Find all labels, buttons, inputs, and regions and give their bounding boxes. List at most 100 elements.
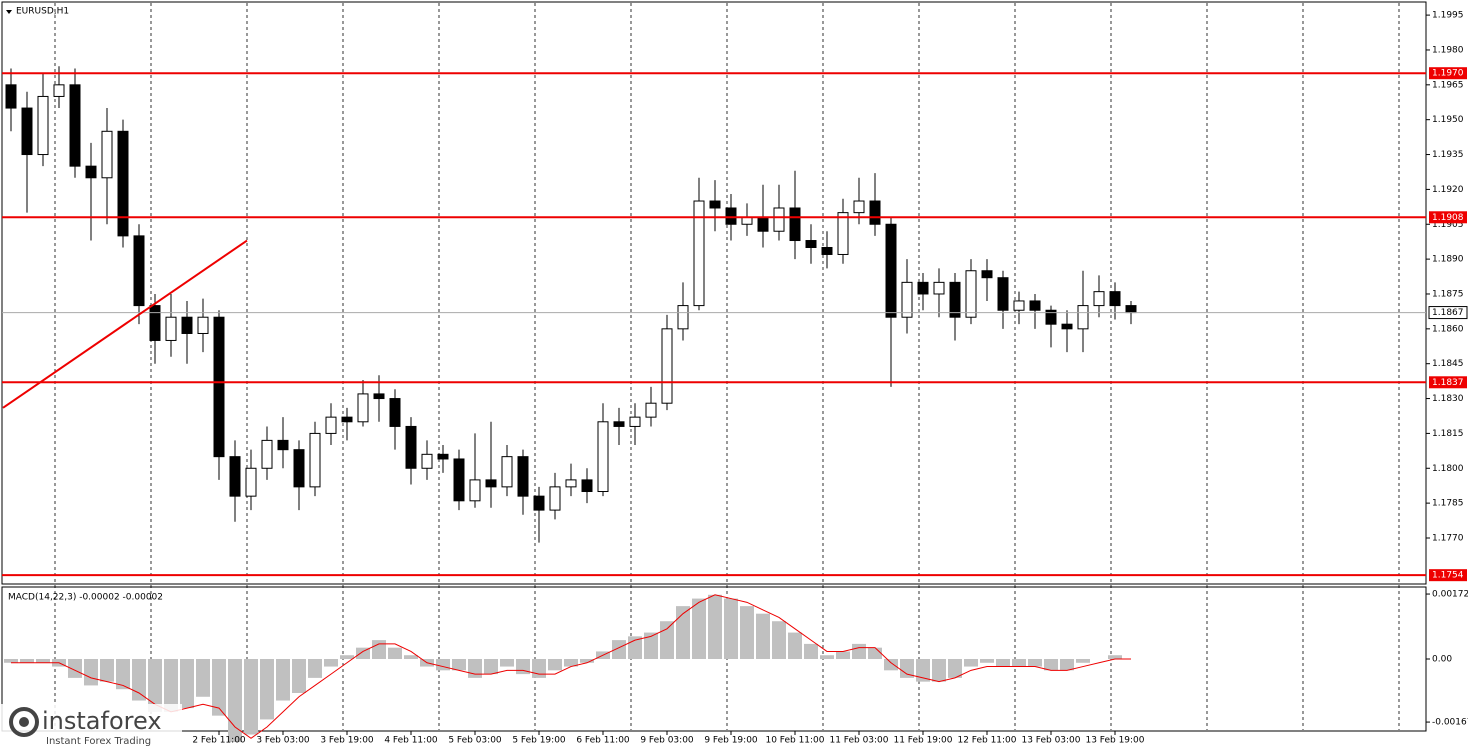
y-tick-label: 1.1800 <box>1432 464 1464 474</box>
candle-body <box>613 421 625 427</box>
macd-bar <box>36 659 50 663</box>
y-tick-label: 1.1860 <box>1432 324 1464 334</box>
chart-title: EURUSD,H1 <box>16 7 69 17</box>
current-price-box <box>1428 306 1468 320</box>
layers: 1.1995 1.1980 1.1965 1.1950 1.1935 1.1920 1.19… <box>2 3 1468 746</box>
candle-body <box>389 398 401 427</box>
macd-bar <box>308 659 322 678</box>
macd-bar <box>116 659 130 690</box>
macd-bar <box>532 659 546 678</box>
y-tick-label: 1.1845 <box>1432 359 1464 369</box>
macd-bar <box>436 659 450 671</box>
candle-body <box>837 212 849 255</box>
macd-bar <box>996 659 1010 667</box>
macd-bar <box>1044 659 1058 671</box>
candle-body <box>1093 291 1105 307</box>
candle-body <box>501 456 513 488</box>
macd-bar <box>324 659 338 667</box>
level-label: 1.1754 <box>1432 571 1464 581</box>
watermark-logo-core <box>19 717 29 727</box>
candle-body <box>309 432 321 488</box>
candle-body <box>181 316 193 334</box>
macd-bar <box>788 632 802 659</box>
macd-bar <box>1076 659 1090 663</box>
candle-body <box>1045 309 1057 325</box>
y-tick-label: 1.1950 <box>1432 115 1464 125</box>
macd-bar <box>196 659 210 697</box>
level-box <box>1429 211 1467 224</box>
macd-bar <box>820 655 834 659</box>
candle-body <box>565 479 577 488</box>
candle-body <box>725 207 737 225</box>
candle-body <box>405 425 417 469</box>
macd-bar <box>1012 659 1026 667</box>
level-box <box>1429 376 1467 389</box>
candle-body <box>933 281 945 295</box>
macd-bar <box>132 659 146 701</box>
candle-body <box>661 328 673 404</box>
candle-body <box>981 270 993 279</box>
x-tick-label: 9 Feb 19:00 <box>704 736 758 746</box>
macd-bar <box>884 659 898 671</box>
candle-body <box>821 246 833 255</box>
candle-body <box>997 277 1009 311</box>
x-tick-label: 5 Feb 03:00 <box>448 736 502 746</box>
candle-body <box>1125 305 1137 314</box>
macd-bar <box>260 659 274 720</box>
candle-body <box>1077 305 1089 330</box>
y-tick-label: 0.00172 <box>1432 590 1468 600</box>
candle-body <box>245 467 257 497</box>
x-tick-label: 3 Feb 19:00 <box>320 736 374 746</box>
x-tick-label: 13 Feb 19:00 <box>1085 736 1144 746</box>
x-tick-label: 12 Feb 11:00 <box>957 736 1016 746</box>
candle-body <box>1013 300 1025 311</box>
macd-bar <box>644 632 658 659</box>
x-tick-label: 2 Feb 11:00 <box>192 736 246 746</box>
macd-bar <box>932 659 946 682</box>
macd-bar <box>1108 655 1122 659</box>
candle-body <box>133 235 145 307</box>
macd-bar <box>68 659 82 678</box>
candle-body <box>373 393 385 400</box>
level-box <box>1429 569 1467 582</box>
candle-body <box>709 200 721 209</box>
candle-body <box>149 305 161 341</box>
watermark: instaforex Instant Forex Trading <box>0 704 182 750</box>
x-tick-label: 4 Feb 11:00 <box>384 736 438 746</box>
macd-bar <box>900 659 914 678</box>
macd-bar <box>740 606 754 659</box>
candle-body <box>341 416 353 423</box>
title-arrow <box>6 10 12 14</box>
y-tick-label: 1.1830 <box>1432 394 1464 404</box>
macd-bar <box>228 659 242 743</box>
trend-line <box>2 239 248 409</box>
macd-bar <box>548 659 562 671</box>
candle-body <box>69 84 81 167</box>
macd-bar <box>212 659 226 716</box>
macd-bar <box>580 659 594 663</box>
y-tick-label: 1.1920 <box>1432 185 1464 195</box>
watermark-logo <box>9 707 39 737</box>
macd-bar <box>388 647 402 659</box>
macd-bar <box>948 659 962 678</box>
macd-bar <box>724 598 738 659</box>
macd-bar <box>660 621 674 659</box>
candle-body <box>741 216 753 225</box>
macd-bar <box>452 659 466 671</box>
level-label: 1.1837 <box>1432 378 1464 388</box>
macd-bar <box>356 647 370 659</box>
level-box <box>1429 67 1467 80</box>
y-tick-label: 1.1935 <box>1432 150 1464 160</box>
price-frame <box>1 1 1427 585</box>
y-tick-label: 1.1995 <box>1432 11 1464 21</box>
candle-body <box>357 393 369 423</box>
macd-bar <box>100 659 114 682</box>
candle-body <box>629 416 641 427</box>
macd-title: MACD(14,22,3) -0.00002 -0.00002 <box>8 593 163 603</box>
candle-body <box>597 421 609 493</box>
candle-body <box>885 223 897 318</box>
candle-body <box>165 316 177 341</box>
macd-bar <box>500 659 514 667</box>
y-tick-label: 1.1815 <box>1432 429 1464 439</box>
